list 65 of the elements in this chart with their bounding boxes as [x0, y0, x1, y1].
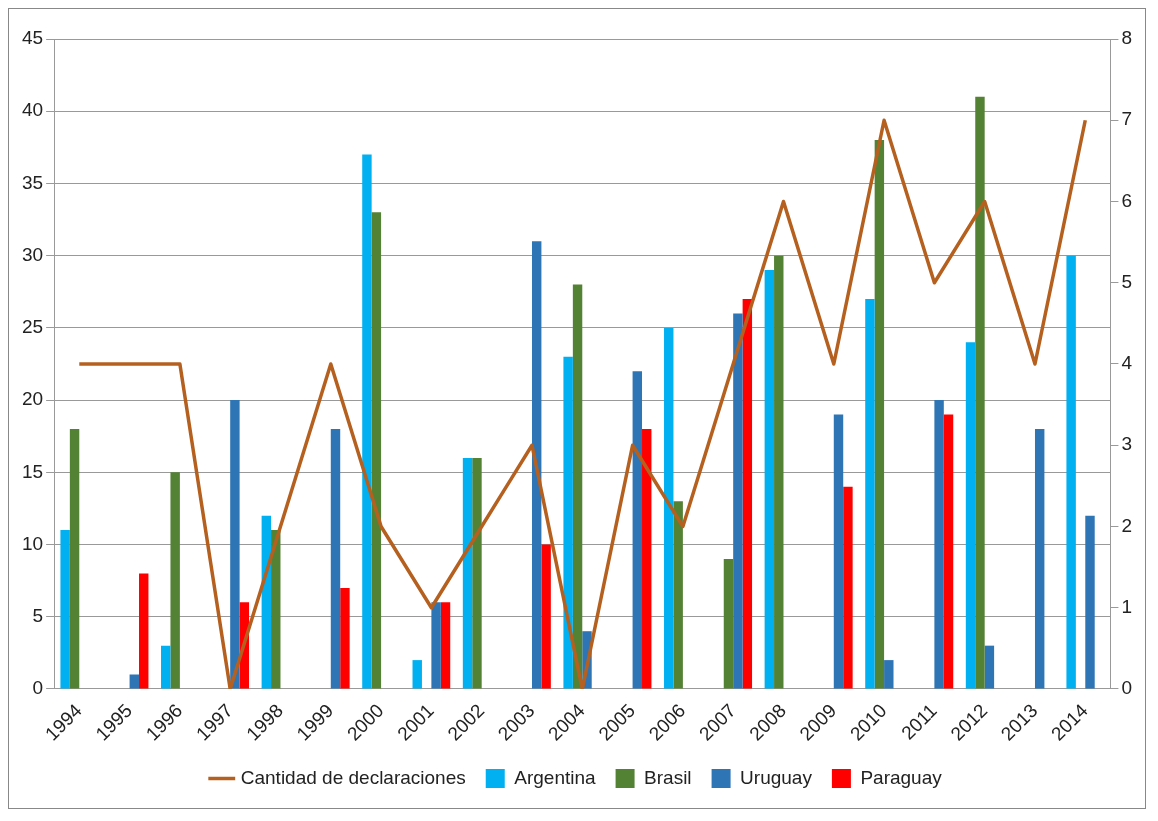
bar — [170, 472, 180, 689]
legend-label: Paraguay — [860, 766, 943, 788]
bar — [673, 501, 683, 689]
bar — [139, 573, 149, 689]
y-tick-label: 30 — [21, 243, 44, 265]
y2-tick-label: 4 — [1121, 352, 1133, 374]
y-tick-label: 20 — [21, 388, 44, 410]
bar — [412, 660, 422, 689]
y-tick-label: 35 — [21, 171, 44, 193]
legend-label: Uruguay — [740, 766, 813, 788]
bar — [60, 530, 70, 689]
y2-tick-label: 6 — [1121, 189, 1133, 211]
bar — [69, 428, 80, 689]
y2-tick-label: 2 — [1121, 514, 1133, 536]
bar — [774, 255, 784, 689]
y-tick-label: 15 — [21, 460, 44, 482]
y-tick-label: 10 — [21, 532, 44, 554]
bar — [632, 371, 643, 689]
bar — [733, 313, 743, 689]
y-tick-label: 45 — [21, 27, 44, 49]
bar — [874, 140, 885, 689]
y-tick-label: 25 — [21, 316, 44, 338]
bar — [934, 400, 944, 689]
bar — [572, 284, 583, 689]
bar — [362, 154, 372, 689]
bar — [330, 428, 341, 689]
legend-label: Argentina — [514, 766, 597, 788]
bar — [371, 212, 382, 689]
bar — [865, 299, 875, 689]
y2-tick-label: 7 — [1121, 108, 1133, 130]
y2-tick-label: 5 — [1121, 270, 1133, 292]
bar — [833, 414, 844, 689]
bar — [642, 428, 652, 689]
y-tick-label: 5 — [32, 605, 44, 626]
bar — [230, 400, 240, 689]
bar — [431, 602, 441, 689]
bar — [742, 299, 753, 689]
bar — [943, 414, 954, 689]
bar — [531, 241, 542, 689]
bar — [161, 645, 171, 689]
bar — [723, 558, 734, 689]
bar — [1034, 428, 1045, 689]
bar — [1066, 255, 1076, 689]
bar — [440, 602, 451, 689]
legend-label: Cantidad de declaraciones — [240, 766, 466, 788]
bar — [965, 342, 976, 689]
bar — [664, 327, 674, 689]
bar — [541, 544, 551, 689]
y-tick-label: 40 — [21, 99, 44, 121]
bar — [472, 457, 482, 689]
bar — [1085, 515, 1095, 689]
legend-label: Brasil — [644, 766, 692, 788]
bar — [764, 270, 775, 689]
y2-tick-label: 1 — [1121, 595, 1133, 617]
bar — [340, 587, 350, 689]
y2-tick-label: 3 — [1121, 433, 1133, 455]
bar — [563, 356, 573, 689]
y-tick-label: 0 — [32, 677, 44, 699]
bar — [984, 645, 995, 689]
bar — [843, 486, 853, 689]
y2-tick-label: 0 — [1121, 677, 1133, 699]
bar — [462, 457, 473, 689]
y2-tick-label: 8 — [1121, 27, 1133, 49]
bar — [975, 96, 985, 689]
bar — [884, 660, 894, 689]
